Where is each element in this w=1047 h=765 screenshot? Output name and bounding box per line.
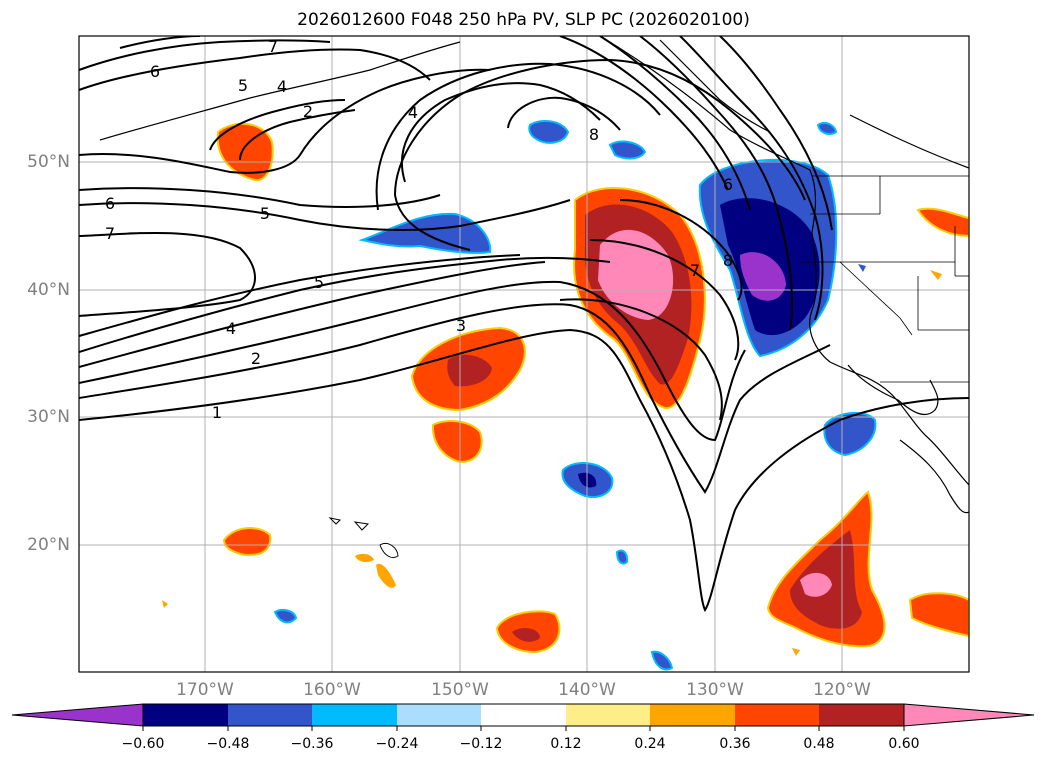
colorbar-tick-label: −0.60 [121,736,165,752]
colorbar-tick-label: −0.36 [290,736,334,752]
colorbar-swatch [650,704,735,726]
contour-label: 7 [268,37,278,56]
colorbar-tick-label: −0.24 [375,736,419,752]
contour-label: 6 [150,62,160,81]
contour-label: 5 [238,76,248,95]
colorbar-extend-min [11,703,144,727]
contour-label: 7 [690,261,700,280]
lon-label-170w: 170°W [176,680,234,700]
lon-label-130w: 130°W [686,680,744,700]
colorbar-swatch [312,704,397,726]
contour-label: 5 [260,204,270,223]
lon-label-120w: 120°W [813,680,871,700]
lon-label-160w: 160°W [303,680,361,700]
colorbar-tick-label: −0.12 [459,736,503,752]
hawaiian-islands [328,517,399,559]
contour-label: 6 [105,194,115,213]
colorbar-swatch [228,704,312,726]
contour-label: 8 [589,125,599,144]
contour-label: 5 [314,273,324,292]
coastlines [99,36,969,514]
colorbar-swatch [481,704,566,726]
contour-label: 3 [456,316,466,335]
colorbar [11,703,1035,731]
contour-label: 2 [251,349,261,368]
colorbar-tick-label: 0.60 [888,736,920,752]
contour-label: 4 [408,103,418,122]
graticule [79,36,969,672]
colorbar-tick-label: 0.24 [634,736,666,752]
contour-label: 8 [723,251,733,270]
contour-label: 4 [277,77,287,96]
colorbar-tick-label: −0.48 [206,736,250,752]
contour-labels: 7 6 5 4 2 4 8 6 6 7 5 5 4 2 3 1 7 8 [105,37,733,422]
lat-label-50n: 50°N [27,152,70,172]
lon-label-150w: 150°W [431,680,489,700]
contour-label: 4 [226,319,236,338]
slp-contours [79,36,969,612]
contour-label: 6 [723,175,733,194]
colorbar-swatch [566,704,650,726]
lon-label-140w: 140°W [558,680,616,700]
map-content: 7 6 5 4 2 4 8 6 6 7 5 5 4 2 3 1 7 8 [79,36,969,672]
colorbar-tick-label: 0.12 [550,736,582,752]
colorbar-swatch [397,704,481,726]
pv-shading [162,119,969,671]
state-borders [800,175,969,383]
colorbar-swatch [819,704,904,726]
lat-label-40n: 40°N [27,280,70,300]
colorbar-frame [142,703,905,727]
contour-label: 2 [303,102,313,121]
contour-label: 1 [212,403,222,422]
lat-label-20n: 20°N [27,535,70,555]
colorbar-swatch [143,704,228,726]
colorbar-tick-label: 0.36 [719,736,751,752]
colorbar-extend-max [903,703,1035,727]
map-frame [78,35,970,673]
lat-label-30n: 30°N [27,407,70,427]
colorbar-tick-label: 0.48 [803,736,835,752]
map-title: 2026012600 F048 250 hPa PV, SLP PC (2026… [297,10,750,30]
colorbar-swatch [735,704,819,726]
contour-label: 7 [105,224,115,243]
